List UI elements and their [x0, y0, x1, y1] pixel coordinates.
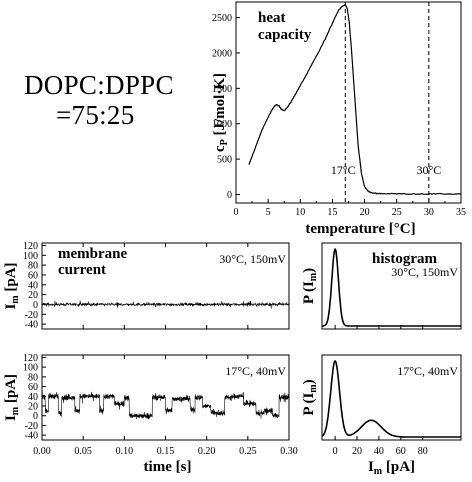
- heat-x-tick-label: 30: [424, 207, 434, 218]
- current17-y-tick-label: 20: [28, 402, 38, 413]
- current30-y-tick-label: 120: [23, 241, 38, 252]
- current-annotation-2: current: [58, 262, 106, 278]
- current30-y-tick-label: -40: [25, 320, 38, 331]
- heat-x-tick-label: 10: [295, 207, 305, 218]
- current17-y-tick-label: 40: [28, 392, 38, 403]
- current-x-axis-label: time [s]: [144, 459, 192, 475]
- heat-capacity-chart: 0 5 10 15 20 25 30 35 0 500 1000 1500 2000 2500 17°C 30…: [212, 1, 466, 237]
- current30-y-tick-label: 20: [28, 290, 38, 301]
- current17-x-tick-label: 0.25: [239, 446, 257, 457]
- current17-y-axis-label: Im [pA]: [3, 374, 21, 421]
- current17-x-tick-label: 0.20: [198, 446, 216, 457]
- current30-y-tick-label: 80: [28, 261, 38, 272]
- current17-y-tick-label: 80: [28, 372, 38, 383]
- heat-y-axis-label: cP [J/mol·K]: [212, 73, 230, 152]
- current17-x-tick-label: 0.00: [33, 446, 51, 457]
- hist17-x-tick-label: 80: [418, 446, 428, 457]
- heat-y-tick-label: 1500: [212, 84, 232, 95]
- hist17-series-line: [321, 360, 462, 438]
- current17-y-tick-label: 100: [23, 363, 38, 374]
- heat-x-tick-label: 15: [327, 207, 337, 218]
- current17-x-tick-label: 0.05: [74, 446, 92, 457]
- hist17-frame: [321, 354, 462, 441]
- heat-x-tick-label: 35: [456, 207, 466, 218]
- current30-y-axis-label: Im [pA]: [3, 262, 21, 309]
- hist17-x-tick-label: 0: [333, 446, 338, 457]
- current17-x-tick-label: 0.30: [280, 446, 298, 457]
- heat-y-tick-label: 2000: [212, 48, 232, 59]
- heat-x-axis-label: temperature [°C]: [305, 221, 415, 237]
- current-17C-note: 17°C, 40mV: [225, 364, 286, 378]
- current17-y-tick-label: 0: [33, 411, 38, 422]
- histogram-annotation: histogram: [372, 251, 438, 267]
- current30-y-tick-label: 100: [23, 251, 38, 262]
- heat-x-tick-label: 5: [266, 207, 271, 218]
- current30-y-tick-label: -20: [25, 310, 38, 321]
- current30-y-tick-label: 0: [33, 300, 38, 311]
- hist17-y-axis-label: P (Im): [301, 379, 319, 415]
- current-30C-note: 30°C, 150mV: [219, 252, 286, 266]
- heat-x-tick-label: 0: [234, 207, 239, 218]
- hist30-frame: [321, 242, 462, 330]
- heat-y-tick-label: 1000: [212, 119, 232, 130]
- heat-y-tick-label: 0: [227, 190, 232, 201]
- hist17-x-tick-label: 60: [396, 446, 406, 457]
- current17-y-tick-label: -40: [25, 431, 38, 442]
- current-17C-trace: [41, 391, 290, 420]
- current17-y-tick-label: -20: [25, 421, 38, 432]
- heat-x-tick-label: 25: [392, 207, 402, 218]
- hist17-x-tick-label: 20: [352, 446, 362, 457]
- heat-marker-label-30: 30°C: [416, 163, 441, 177]
- heat-y-tick-label: 500: [217, 155, 232, 166]
- current-annotation-1: membrane: [58, 246, 127, 262]
- current17-x-tick-label: 0.15: [157, 446, 175, 457]
- current30-y-tick-label: 60: [28, 270, 38, 281]
- current17-y-tick-label: 60: [28, 382, 38, 393]
- histogram-17C-chart: P (Im) 0 20 40 60 80 17°C, 40mV Im [pA]: [301, 354, 462, 477]
- heat-annotation-2: capacity: [258, 27, 312, 43]
- heat-marker-label-17: 17°C: [331, 163, 356, 177]
- heat-x-tick-label: 20: [360, 207, 370, 218]
- hist30-series-line: [321, 248, 462, 327]
- heat-annotation-1: heat: [258, 10, 286, 26]
- current17-y-tick-label: 120: [23, 353, 38, 364]
- current17-x-tick-label: 0.10: [116, 446, 134, 457]
- heat-y-tick-label: 2500: [212, 13, 232, 24]
- current30-y-tick-label: 40: [28, 280, 38, 291]
- hist-x-axis-label: Im [pA]: [368, 459, 415, 477]
- current-30C-trace: [41, 300, 290, 309]
- heat-capacity-series-line: [248, 4, 462, 195]
- composition-line2: =75:25: [56, 100, 135, 130]
- hist-17C-note: 17°C, 40mV: [397, 364, 458, 378]
- hist-30C-note: 30°C, 150mV: [391, 265, 458, 279]
- hist30-y-axis-label: P (Im): [301, 268, 319, 304]
- hist17-x-tick-label: 40: [374, 446, 384, 457]
- composition-line1: DOPC:DPPC: [24, 70, 174, 100]
